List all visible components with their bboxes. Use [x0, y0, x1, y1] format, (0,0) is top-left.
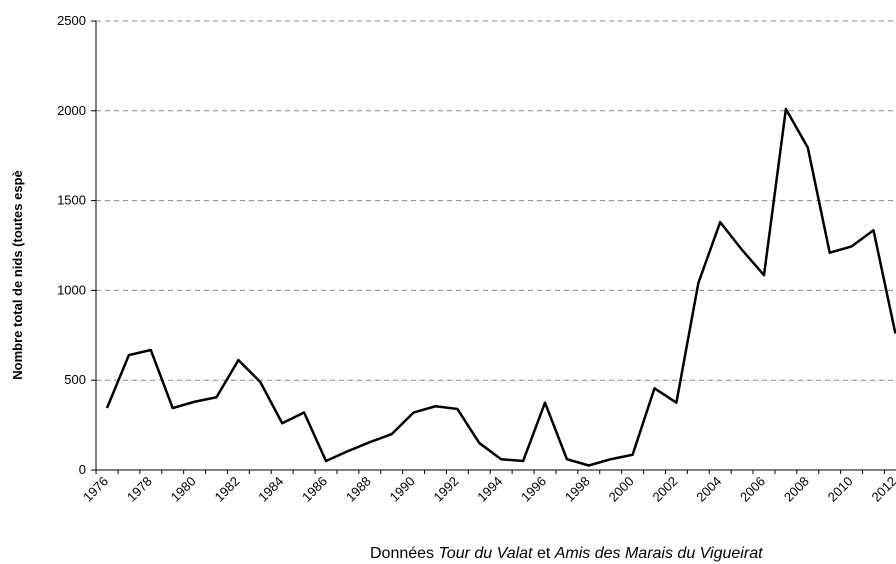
- y-axis-label: Nombre total de nids (toutes espè: [10, 170, 25, 379]
- x-tick-label: 2004: [693, 474, 724, 505]
- x-tick-label: 2002: [649, 474, 680, 505]
- x-tick-label: 1978: [124, 474, 155, 505]
- source-note: Données Tour du Valat et Amis des Marais…: [370, 545, 763, 562]
- x-tick-label: 1984: [255, 474, 286, 505]
- x-tick-label: 1988: [343, 474, 374, 505]
- y-tick-label: 1000: [57, 282, 86, 297]
- note-part: et: [533, 545, 555, 562]
- x-tick-label: 2000: [606, 474, 637, 505]
- x-tick-label: 1986: [299, 474, 330, 505]
- data-line: [105, 107, 896, 467]
- x-tick-label: 2006: [737, 474, 768, 505]
- y-tick-label: 500: [64, 372, 86, 387]
- x-tick-label: 1998: [562, 474, 593, 505]
- x-tick-label: 1982: [211, 474, 242, 505]
- x-tick-label: 2010: [825, 474, 856, 505]
- y-tick-label: 0: [79, 462, 86, 477]
- x-tick-label: 1990: [387, 474, 418, 505]
- x-tick-label: 2008: [781, 474, 812, 505]
- x-tick-label: 1994: [474, 474, 505, 505]
- note-part: Données: [370, 545, 439, 562]
- x-tick-label: 2012: [868, 474, 896, 505]
- y-tick-label: 1500: [57, 193, 86, 208]
- x-tick-label: 1976: [80, 474, 111, 505]
- x-tick-label: 1996: [518, 474, 549, 505]
- note-part: Amis des Marais du Vigueirat: [554, 545, 763, 562]
- y-tick-label: 2000: [57, 103, 86, 118]
- x-tick-label: 1992: [430, 474, 461, 505]
- note-part: Tour du Valat: [439, 545, 534, 562]
- x-tick-label: 1980: [168, 474, 199, 505]
- y-tick-label: 2500: [57, 13, 86, 28]
